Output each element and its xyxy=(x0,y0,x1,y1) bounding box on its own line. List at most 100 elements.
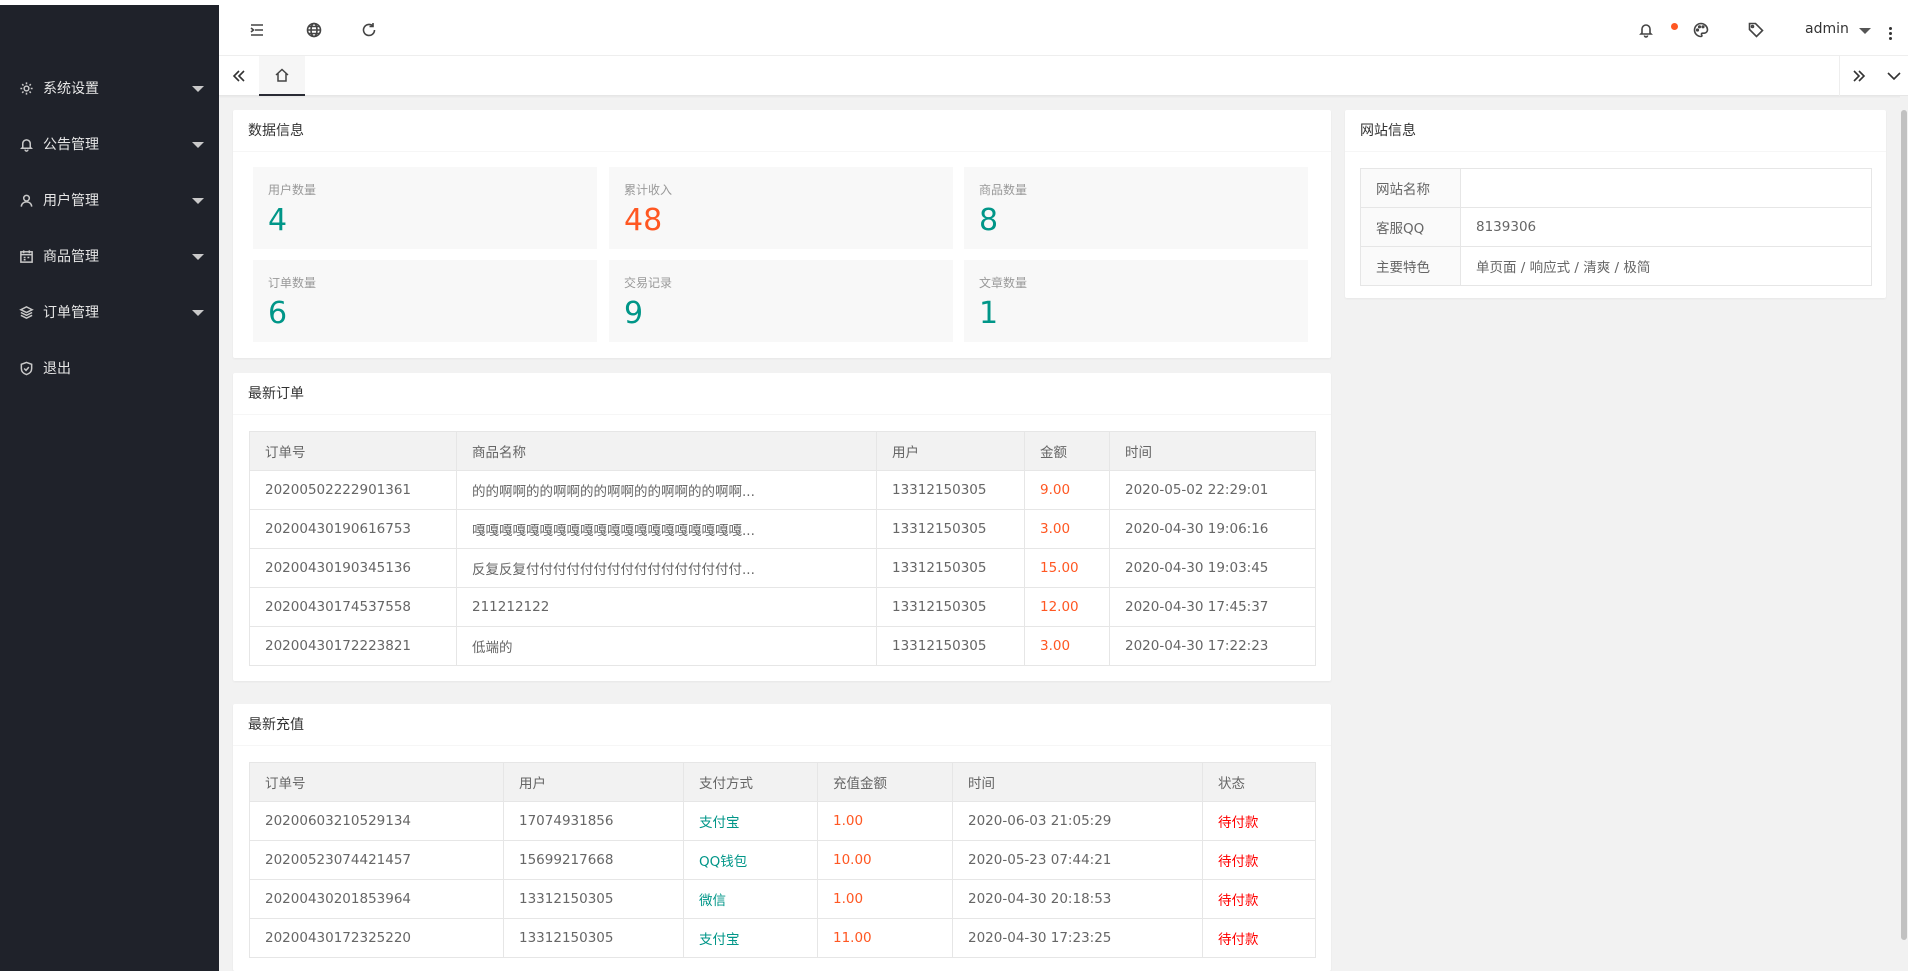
column-header: 商品名称 xyxy=(456,431,877,471)
table-row: 主要特色 单页面 / 响应式 / 清爽 / 极简 xyxy=(1360,246,1872,286)
order-amount: 15.00 xyxy=(1024,548,1110,588)
payment-method: 微信 xyxy=(683,879,818,919)
sidebar-item-logout[interactable]: 退出 xyxy=(0,340,219,396)
status-badge: 待付款 xyxy=(1202,918,1316,958)
info-value: 8139306 xyxy=(1460,207,1872,247)
tab-home[interactable] xyxy=(259,56,305,96)
recharge-time: 2020-04-30 20:18:53 xyxy=(952,879,1203,919)
sidebar-item-system-settings[interactable]: 系统设置 xyxy=(0,60,219,116)
stat-value: 48 xyxy=(624,203,663,238)
stat-value: 9 xyxy=(624,296,644,331)
table-row: 客服QQ 8139306 xyxy=(1360,207,1872,247)
stat-product-count: 商品数量 8 xyxy=(964,167,1308,249)
latest-orders-card: 最新订单 订单号 商品名称 用户 金额 时间 20200502222901361… xyxy=(233,373,1331,681)
order-amount: 12.00 xyxy=(1024,587,1110,627)
stat-label: 订单数量 xyxy=(268,276,317,290)
card-title: 网站信息 xyxy=(1345,110,1886,152)
order-user: 13312150305 xyxy=(876,509,1025,549)
order-time: 2020-04-30 17:45:37 xyxy=(1109,587,1316,627)
order-user: 13312150305 xyxy=(876,626,1025,666)
chevron-down-icon xyxy=(192,142,204,148)
bell-icon[interactable] xyxy=(1635,19,1657,41)
scrollbar-thumb[interactable] xyxy=(1901,110,1907,940)
sidebar-item-orders[interactable]: 订单管理 xyxy=(0,284,219,340)
table-header-row: 订单号 用户 支付方式 充值金额 时间 状态 xyxy=(249,762,1316,802)
gear-icon xyxy=(18,80,34,96)
order-time: 2020-04-30 17:22:23 xyxy=(1109,626,1316,666)
order-amount: 3.00 xyxy=(1024,626,1110,666)
card-title: 最新订单 xyxy=(233,373,1331,415)
more-vertical-icon[interactable] xyxy=(1889,27,1893,43)
tag-icon[interactable] xyxy=(1745,19,1767,41)
sidebar-item-users[interactable]: 用户管理 xyxy=(0,172,219,228)
order-number: 20200430190616753 xyxy=(249,509,457,549)
chevron-down-icon[interactable] xyxy=(1879,56,1908,96)
chevron-down-icon xyxy=(192,86,204,92)
status-badge: 待付款 xyxy=(1202,840,1316,880)
chevron-down-icon[interactable] xyxy=(1859,28,1871,34)
stat-label: 用户数量 xyxy=(268,183,317,197)
column-header: 用户 xyxy=(503,762,684,802)
chevron-down-icon xyxy=(192,310,204,316)
order-user: 13312150305 xyxy=(876,587,1025,627)
column-header: 金额 xyxy=(1024,431,1110,471)
sidebar-item-label: 公告管理 xyxy=(43,137,99,153)
stat-transactions: 交易记录 9 xyxy=(609,260,953,342)
sidebar-item-label: 退出 xyxy=(43,361,71,377)
order-user: 13312150305 xyxy=(876,470,1025,510)
recharge-amount: 1.00 xyxy=(817,879,953,919)
recharge-amount: 1.00 xyxy=(817,801,953,841)
table-header-row: 订单号 商品名称 用户 金额 时间 xyxy=(249,431,1316,471)
vertical-scrollbar[interactable] xyxy=(1900,96,1908,971)
table-row: 20200430174537558 211212122 13312150305 … xyxy=(249,587,1316,627)
shield-icon xyxy=(18,360,34,376)
tabs-scroll-left-icon[interactable] xyxy=(219,56,259,96)
refresh-icon[interactable] xyxy=(358,19,380,41)
column-header: 时间 xyxy=(1109,431,1316,471)
sidebar-item-label: 商品管理 xyxy=(43,249,99,265)
column-header: 订单号 xyxy=(249,431,457,471)
recharge-time: 2020-06-03 21:05:29 xyxy=(952,801,1203,841)
palette-icon[interactable] xyxy=(1690,19,1712,41)
stat-user-count: 用户数量 4 xyxy=(253,167,597,249)
sidebar-item-label: 系统设置 xyxy=(43,81,99,97)
recharge-table: 订单号 用户 支付方式 充值金额 时间 状态 20200603210529134… xyxy=(249,762,1316,958)
user-menu[interactable]: admin xyxy=(1805,21,1849,37)
table-row: 20200430172325220 13312150305 支付宝 11.00 … xyxy=(249,918,1316,958)
chevron-down-icon xyxy=(192,198,204,204)
recharge-amount: 11.00 xyxy=(817,918,953,958)
payment-method: QQ钱包 xyxy=(683,840,818,880)
column-header: 用户 xyxy=(876,431,1025,471)
sidebar-item-label: 订单管理 xyxy=(43,305,99,321)
site-info-card: 网站信息 网站名称 客服QQ 8139306 主要特色 单页面 / 响应式 / … xyxy=(1345,110,1886,298)
divider xyxy=(1839,56,1840,96)
status-badge: 待付款 xyxy=(1202,801,1316,841)
logo-area xyxy=(0,5,219,60)
table-row: 20200430190345136 反复反复付付付付付付付付付付付付付付付付..… xyxy=(249,548,1316,588)
sidebar-item-products[interactable]: 商品管理 xyxy=(0,228,219,284)
menu-toggle-icon[interactable] xyxy=(246,19,268,41)
layers-icon xyxy=(18,304,34,320)
stat-value: 6 xyxy=(268,296,288,331)
column-header: 时间 xyxy=(952,762,1203,802)
table-row: 20200502222901361 的的啊啊的的啊啊的的啊啊的的啊啊的的啊啊..… xyxy=(249,470,1316,510)
recharge-user: 17074931856 xyxy=(503,801,684,841)
order-number: 20200430172223821 xyxy=(249,626,457,666)
stat-article-count: 文章数量 1 xyxy=(964,260,1308,342)
sidebar-item-label: 用户管理 xyxy=(43,193,99,209)
tabs-scroll-right-icon[interactable] xyxy=(1839,56,1879,96)
payment-method: 支付宝 xyxy=(683,801,818,841)
globe-icon[interactable] xyxy=(303,19,325,41)
table-row: 20200430190616753 嘎嘎嘎嘎嘎嘎嘎嘎嘎嘎嘎嘎嘎嘎嘎嘎嘎嘎嘎嘎..… xyxy=(249,509,1316,549)
sidebar-item-announcements[interactable]: 公告管理 xyxy=(0,116,219,172)
table-row: 网站名称 xyxy=(1360,168,1872,208)
table-row: 20200523074421457 15699217668 QQ钱包 10.00… xyxy=(249,840,1316,880)
order-time: 2020-05-02 22:29:01 xyxy=(1109,470,1316,510)
recharge-user: 15699217668 xyxy=(503,840,684,880)
recharge-user: 13312150305 xyxy=(503,918,684,958)
order-user: 13312150305 xyxy=(876,548,1025,588)
table-row: 20200430172223821 低端的 13312150305 3.00 2… xyxy=(249,626,1316,666)
orders-table: 订单号 商品名称 用户 金额 时间 20200502222901361 的的啊啊… xyxy=(249,431,1316,666)
order-time: 2020-04-30 19:03:45 xyxy=(1109,548,1316,588)
product-name: 211212122 xyxy=(456,587,877,627)
